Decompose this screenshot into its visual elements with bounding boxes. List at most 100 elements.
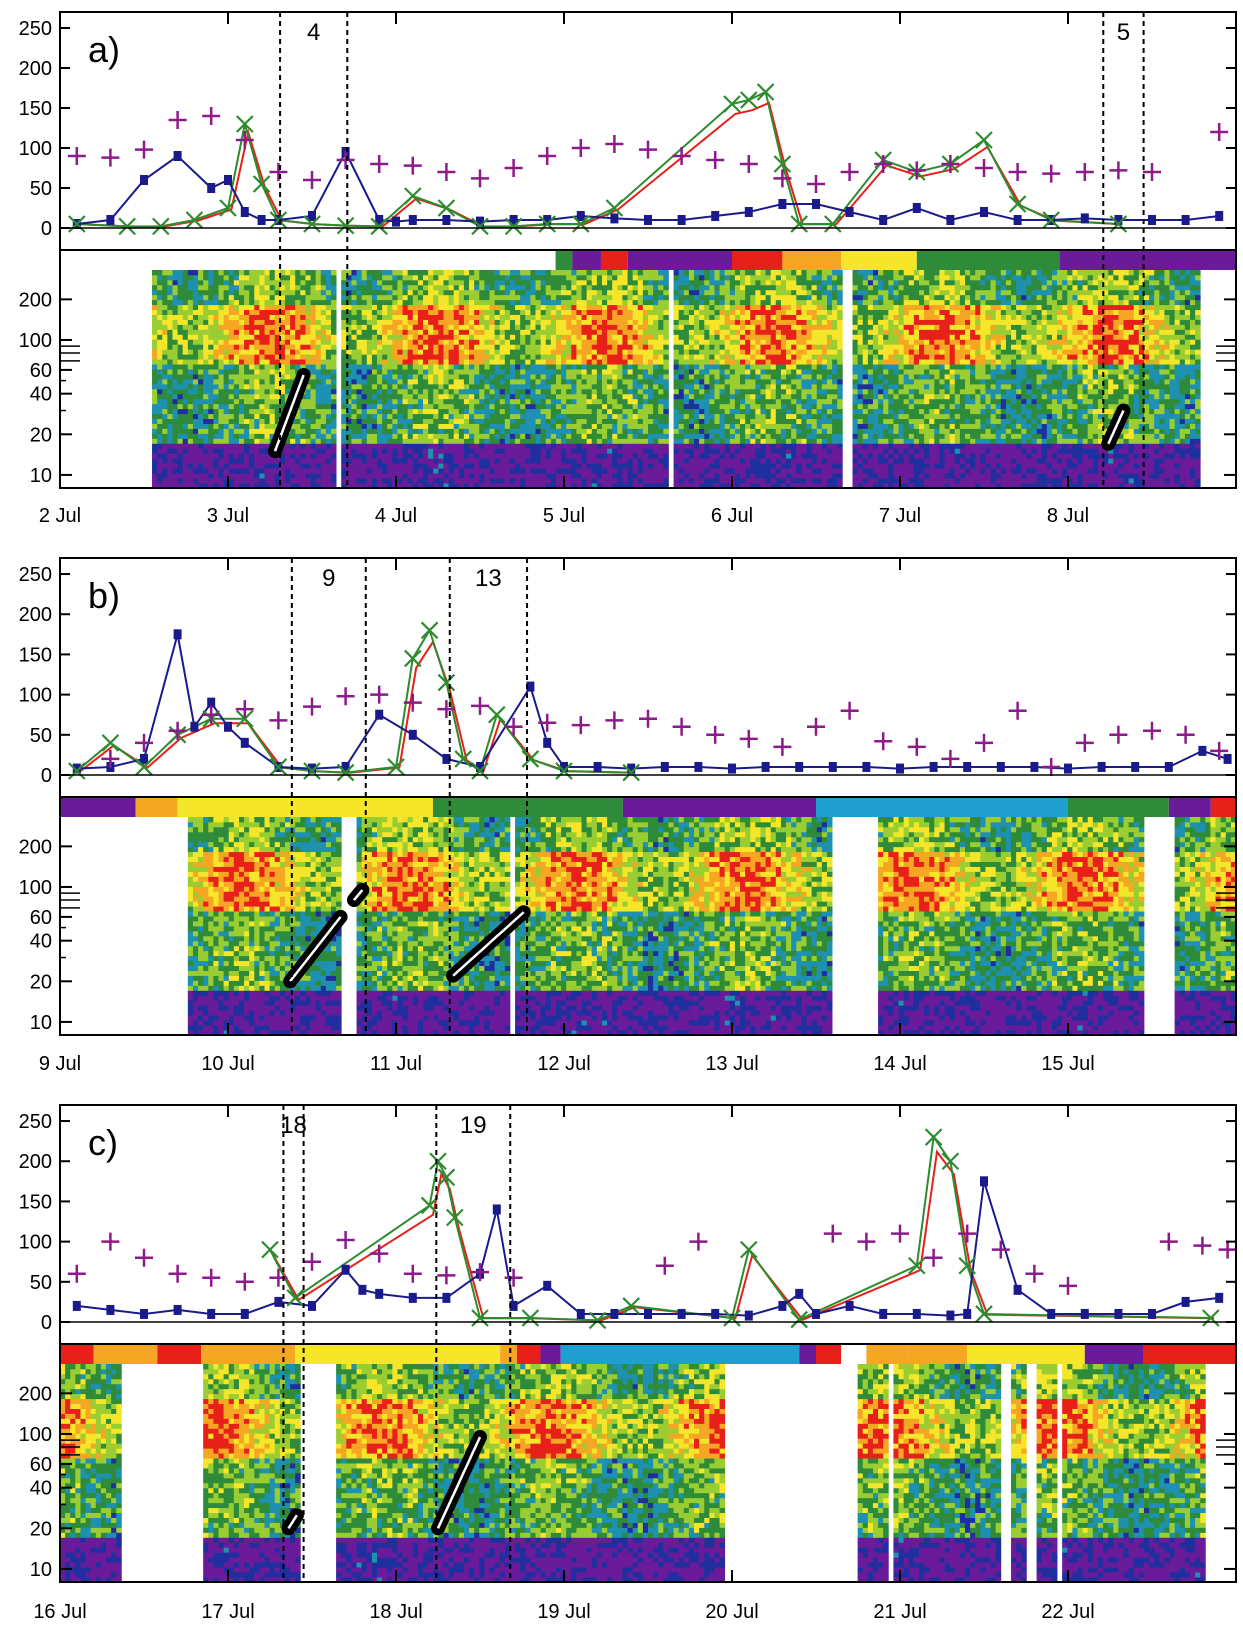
x-tick-label: 17 Jul <box>201 1601 254 1623</box>
plus-point <box>303 697 321 716</box>
square-point <box>240 1308 249 1319</box>
plus-point <box>1075 163 1094 181</box>
x-point <box>958 1256 976 1275</box>
x-point <box>572 215 590 233</box>
square-point <box>1215 211 1224 221</box>
square-point <box>358 1284 367 1295</box>
x-point <box>605 199 624 217</box>
log-y-tick-label: 40 <box>30 931 52 953</box>
plus-point <box>975 159 993 177</box>
square-point <box>1064 763 1072 774</box>
x-point <box>824 215 842 233</box>
square-point <box>492 1204 501 1215</box>
y-tick-label: 250 <box>19 1111 52 1133</box>
plus-point <box>101 148 120 167</box>
class-bar-segment <box>135 797 178 817</box>
square-point <box>929 761 938 772</box>
square-point <box>442 753 451 764</box>
y-tick-label: 50 <box>30 178 52 200</box>
plus-point <box>672 147 691 165</box>
plus-point <box>941 155 960 173</box>
x-point <box>908 1256 926 1275</box>
square-point <box>1181 215 1190 225</box>
y-tick-label: 0 <box>41 218 52 240</box>
log-y-tick-label: 10 <box>30 465 52 487</box>
plus-point <box>67 1264 86 1283</box>
class-bar-segment <box>177 797 433 817</box>
plus-point <box>403 693 422 712</box>
square-point <box>375 1288 384 1299</box>
y-tick-label: 100 <box>19 1232 52 1254</box>
plus-point <box>639 140 657 159</box>
log-y-tick-label: 40 <box>30 384 52 406</box>
x-tick-label: 3 Jul <box>207 505 249 527</box>
plus-point <box>1109 161 1128 180</box>
log-y-tick-label: 20 <box>30 971 52 993</box>
x-point <box>437 673 456 692</box>
event-label: 18 <box>280 1112 307 1139</box>
top-frame <box>59 557 1237 798</box>
log-y-tick-label: 200 <box>19 1383 52 1405</box>
square-point <box>694 761 703 772</box>
y-tick-label: 200 <box>19 604 52 626</box>
square-point <box>912 203 921 213</box>
fit-curve-2 <box>1101 403 1131 451</box>
square-point <box>711 1308 720 1319</box>
x-point <box>303 215 321 233</box>
square-point <box>224 721 232 732</box>
plus-point <box>269 711 288 730</box>
x-point <box>261 1240 279 1259</box>
x-point <box>185 211 204 229</box>
square-point <box>341 761 350 772</box>
square-point <box>106 215 115 225</box>
log-y-tick-label: 10 <box>30 1012 52 1034</box>
x-point <box>303 762 321 780</box>
x-tick-label: 12 Jul <box>537 1053 590 1075</box>
class-bar-segment <box>967 1344 1085 1364</box>
plus-point <box>135 733 153 752</box>
square-point <box>476 761 484 772</box>
plus-point <box>471 169 489 188</box>
x-point <box>236 709 254 728</box>
x-point <box>336 763 355 782</box>
square-point <box>1131 761 1140 772</box>
class-bar <box>60 797 1236 817</box>
class-bar-segment <box>500 1344 517 1364</box>
square-point <box>795 1288 804 1299</box>
square-point <box>778 1300 787 1311</box>
x-point <box>437 1168 456 1187</box>
log-y-tick-label: 10 <box>30 1559 52 1581</box>
x-tick-label: 22 Jul <box>1041 1601 1094 1623</box>
plus-point <box>941 749 960 768</box>
x-tick-label: 10 Jul <box>201 1053 254 1075</box>
x-point <box>521 750 540 768</box>
x-point <box>1109 215 1128 233</box>
x-point <box>790 215 808 233</box>
x-point <box>924 1128 943 1146</box>
plus-point <box>437 700 456 719</box>
square-point <box>207 183 216 193</box>
y-tick-label: 150 <box>19 1191 52 1213</box>
x-point <box>740 1240 758 1259</box>
x-point <box>236 115 254 133</box>
plus-point <box>672 717 691 736</box>
plus-point <box>1025 1264 1044 1283</box>
square-point <box>744 1310 753 1321</box>
class-bar-segment <box>816 1344 842 1364</box>
spectrogram <box>152 270 1201 489</box>
class-bar-segment <box>572 250 601 270</box>
y-tick-label: 200 <box>19 1151 52 1173</box>
y-tick-label: 250 <box>19 18 52 40</box>
x-point <box>521 1309 540 1327</box>
class-bar-segment <box>841 1344 867 1364</box>
log-y-tick-label: 100 <box>19 877 52 899</box>
x-point <box>252 175 271 193</box>
log-y-tick-label: 100 <box>19 330 52 352</box>
class-bar-segment <box>60 250 556 270</box>
y-tick-label: 200 <box>19 58 52 80</box>
square-point <box>828 761 837 772</box>
x-point <box>622 763 640 782</box>
square-point <box>644 215 652 225</box>
plus-point <box>1193 1236 1212 1255</box>
plus-point <box>303 171 321 189</box>
